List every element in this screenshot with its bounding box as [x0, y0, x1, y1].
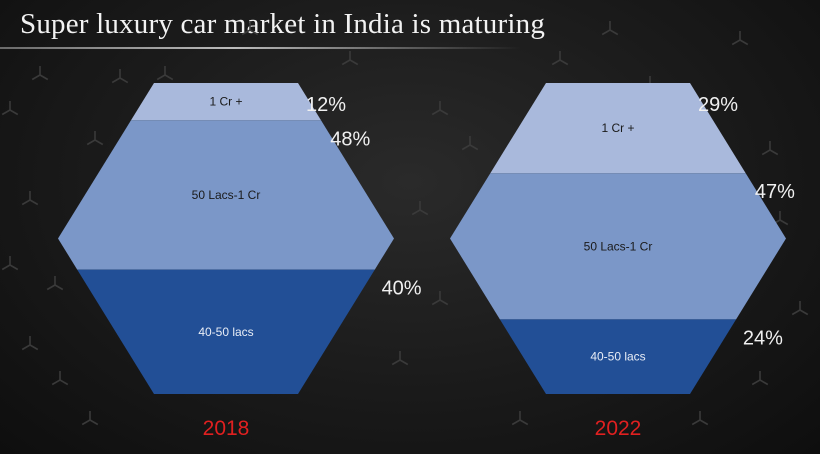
segment-label: 40-50 lacs — [198, 325, 253, 339]
background-star-icon — [1, 256, 19, 271]
segment-band-1 — [450, 173, 786, 320]
segment-label: 1 Cr + — [601, 121, 634, 135]
year-label: 2018 — [203, 417, 250, 440]
background-star-icon — [21, 191, 39, 206]
background-star-icon — [431, 101, 449, 116]
background-star-icon — [551, 51, 569, 66]
background-star-icon — [391, 351, 409, 366]
segment-label: 1 Cr + — [209, 95, 242, 109]
percentage-label: 24% — [743, 327, 783, 349]
background-star-icon — [601, 21, 619, 36]
hexagon-panels: 1 Cr + 12% 50 Lacs-1 Cr 48% 40-50 lacs 40% 201… — [58, 83, 795, 440]
hexagon-panel-2018: 1 Cr + 12% 50 Lacs-1 Cr 48% 40-50 lacs 40% 201… — [58, 83, 422, 440]
background-star-icon — [81, 411, 99, 426]
background-star-icon — [156, 66, 174, 81]
background-star-icon — [46, 276, 64, 291]
percentage-label: 48% — [330, 128, 370, 150]
segment-label: 40-50 lacs — [590, 350, 645, 364]
segment-band-1 — [58, 120, 394, 270]
background-star-icon — [31, 66, 49, 81]
background-star-icon — [761, 141, 779, 156]
chart-title: Super luxury car market in India is matu… — [20, 8, 546, 40]
background-star-pattern — [1, 21, 809, 426]
segment-band-0 — [131, 83, 321, 121]
segment-label: 50 Lacs-1 Cr — [192, 188, 261, 202]
background-star-icon — [411, 201, 429, 216]
background-star-icon — [341, 51, 359, 66]
background-star-icon — [731, 31, 749, 46]
background-star-icon — [511, 411, 529, 426]
segment-band-2 — [77, 269, 375, 394]
background-star-icon — [51, 371, 69, 386]
segment-band-2 — [499, 319, 737, 394]
percentage-label: 29% — [698, 94, 738, 116]
title-underline — [0, 47, 520, 49]
background-star-icon — [751, 371, 769, 386]
background-star-icon — [461, 136, 479, 151]
background-star-icon — [241, 21, 259, 36]
background-star-icon — [431, 291, 449, 306]
background-star-icon — [86, 131, 104, 146]
percentage-label: 47% — [755, 181, 795, 203]
percentage-label: 40% — [382, 278, 422, 300]
background-star-icon — [1, 101, 19, 116]
background-star-icon — [691, 411, 709, 426]
year-label: 2022 — [595, 417, 642, 440]
percentage-label: 12% — [306, 94, 346, 116]
background-star-icon — [21, 336, 39, 351]
hexagon-panel-2022: 1 Cr + 29% 50 Lacs-1 Cr 47% 40-50 lacs 24% 202… — [450, 83, 795, 440]
background-star-icon — [791, 301, 809, 316]
segment-band-0 — [490, 83, 746, 174]
background-star-icon — [111, 69, 129, 84]
segment-label: 50 Lacs-1 Cr — [584, 239, 653, 253]
